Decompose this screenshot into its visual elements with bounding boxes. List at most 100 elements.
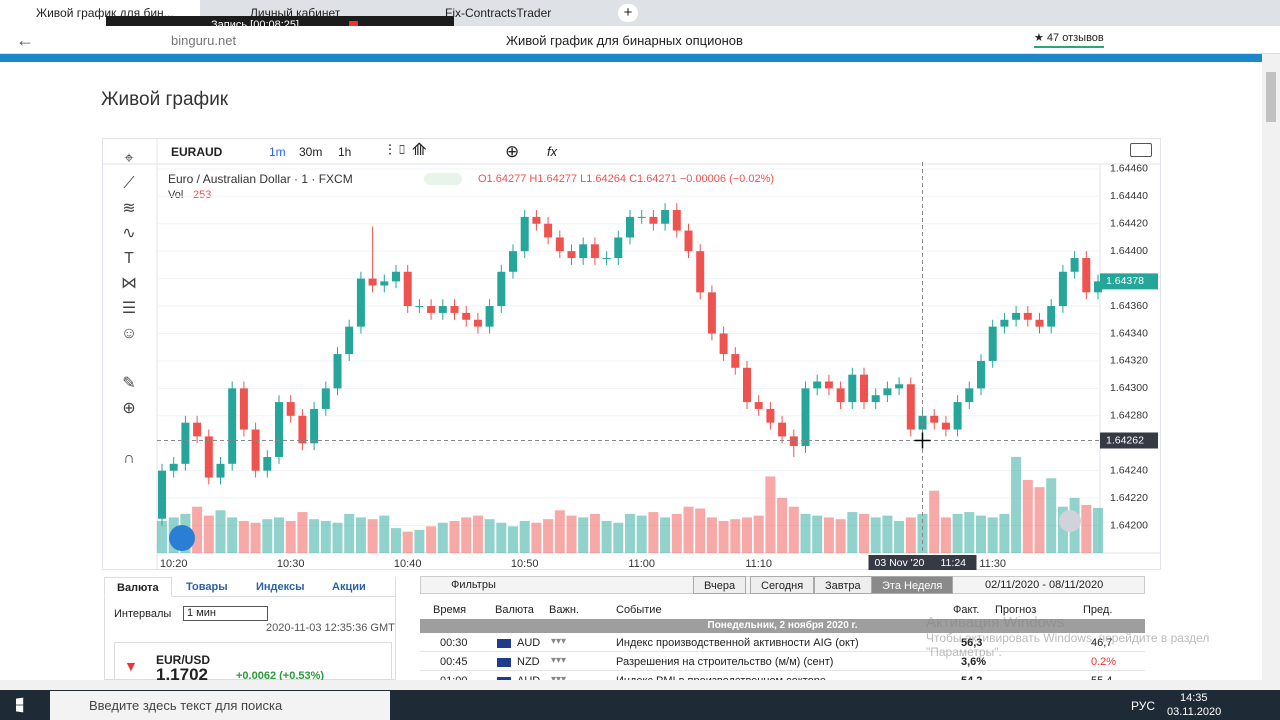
candle-body [427,306,436,313]
volume-bar [461,517,472,553]
scroll-thumb[interactable] [1266,72,1276,122]
y-tick-label: 1.64220 [1110,492,1148,504]
back[interactable]: ← [16,30,34,50]
volume-bar [566,515,577,553]
column-header: Время [433,604,467,616]
h-scrollbar[interactable] [0,680,1262,690]
y-tick-label: 1.64460 [1110,163,1148,175]
candle-body [883,388,892,396]
event-name[interactable]: Индекс производственной активности AIG (… [616,637,859,649]
column-header: Прогноз [995,604,1037,616]
event-name[interactable]: Индекс PMI в производственном секторе [616,675,826,680]
interval[interactable]: 1m [269,145,286,159]
page-title: Живой график для бинарных опционов [506,33,743,48]
candle-body [544,223,553,238]
x-tick-label: 11:00 [628,558,655,570]
column-header: Факт. [953,604,980,616]
tab[interactable]: Fix-ContractsTrader [445,6,552,20]
volume-bar [812,515,823,553]
candle-body [813,381,822,389]
x-tick-label: 10:30 [277,558,305,570]
volume-bar [753,515,764,553]
interval-select[interactable]: 1 мин [183,606,268,621]
drawing-tools[interactable]: ⌖ ⟋ ≋ ∿ T ⋈ ☰ ☺ ✎ ⊕ ∩ [120,150,138,467]
x-tick-label: 10:20 [160,558,188,570]
day-header: Понедельник, 2 ноября 2020 г. [707,620,858,631]
volume-bar [203,515,214,553]
candle-body [906,384,915,430]
quote-tab[interactable]: Акции [332,581,366,593]
candle-body [251,429,260,471]
flag [497,639,511,648]
volume-bar [1081,504,1092,553]
date-filter[interactable]: Вчера [693,576,747,594]
snapshot[interactable] [1130,143,1152,157]
url[interactable]: binguru.net [171,33,237,48]
candle-body [1082,258,1091,293]
candle-body [778,422,787,437]
quote-tab[interactable]: Товары [186,581,228,593]
column-header: Пред. [1083,604,1113,616]
candle-body [672,210,681,231]
clock[interactable]: 14:35 [1180,692,1208,704]
volume-bar [426,526,437,553]
y-tick-label: 1.64320 [1110,355,1148,367]
stop-icon[interactable] [349,21,358,30]
candle-body [684,230,693,252]
date-filter[interactable]: Эта Неделя [871,576,954,594]
heading: Живой график [101,89,229,110]
candle-body [895,384,904,389]
y-tick-label: 1.64360 [1110,300,1148,312]
volume-bar [788,506,799,553]
indicators[interactable]: fx [547,144,558,159]
filter[interactable]: Фильтры [451,579,496,591]
reviews[interactable]: ★ 47 отзывов [1034,31,1104,48]
volume-bar [496,522,507,553]
quote-tab[interactable]: Валюта [104,577,172,597]
interval[interactable]: 30m [299,145,323,159]
event-currency: AUD [517,675,540,680]
event-previous: 55,4 [1091,675,1112,680]
symbol[interactable]: EURAUD [171,145,223,159]
row-line [420,670,1145,671]
candle-body [661,210,670,224]
chart-frame [102,138,1161,570]
date-filter[interactable]: Сегодня [750,576,815,594]
candle-body [1035,319,1044,327]
volume-bar [437,522,448,553]
date[interactable]: 03.11.2020 [1167,706,1222,718]
event-actual: 56,3 [961,637,983,649]
candle-body [520,216,529,252]
volume-bar [578,517,589,553]
vol-label: Vol [168,189,184,201]
quote-tab[interactable]: Индексы [256,581,305,593]
compare[interactable]: ⊕ [505,142,520,161]
scrollbar[interactable] [1262,54,1280,690]
column-header: Важн. [549,604,579,616]
date-filter[interactable]: Завтра [814,576,872,594]
flag [497,658,511,667]
volume-bar [274,517,284,553]
date-range[interactable]: 02/11/2020 - 08/11/2020 [985,579,1104,591]
volume-bar [238,520,249,553]
search-box[interactable] [50,691,390,720]
interval[interactable]: 1h [338,145,352,159]
volume-bar [905,517,916,553]
volume-bar [414,529,425,553]
candle-body [380,281,389,286]
search-text[interactable]: Введите здесь текст для поиска [89,698,283,713]
new-tab[interactable]: + [618,4,638,22]
candle-body [871,395,880,403]
lang[interactable]: РУС [1131,699,1156,713]
candle-body [766,408,775,423]
quote-change: +0.0062 (+0.53%) [236,670,325,682]
crosshair-date: 03 Nov '20 [875,557,925,569]
volume-bar [613,522,624,553]
chart-style[interactable]: ⫶ ▯ ⟰ [388,142,427,159]
calendar: Время Валюта Важн. Событие Факт. Прогноз Пред.… [420,596,1145,680]
volume-bar [332,522,343,553]
volume-bar [952,513,963,553]
event-name[interactable]: Разрешения на строительство (м/м) (сент) [616,656,834,668]
x-tick-label: 11:30 [979,558,1006,570]
event-currency: NZD [517,656,540,668]
